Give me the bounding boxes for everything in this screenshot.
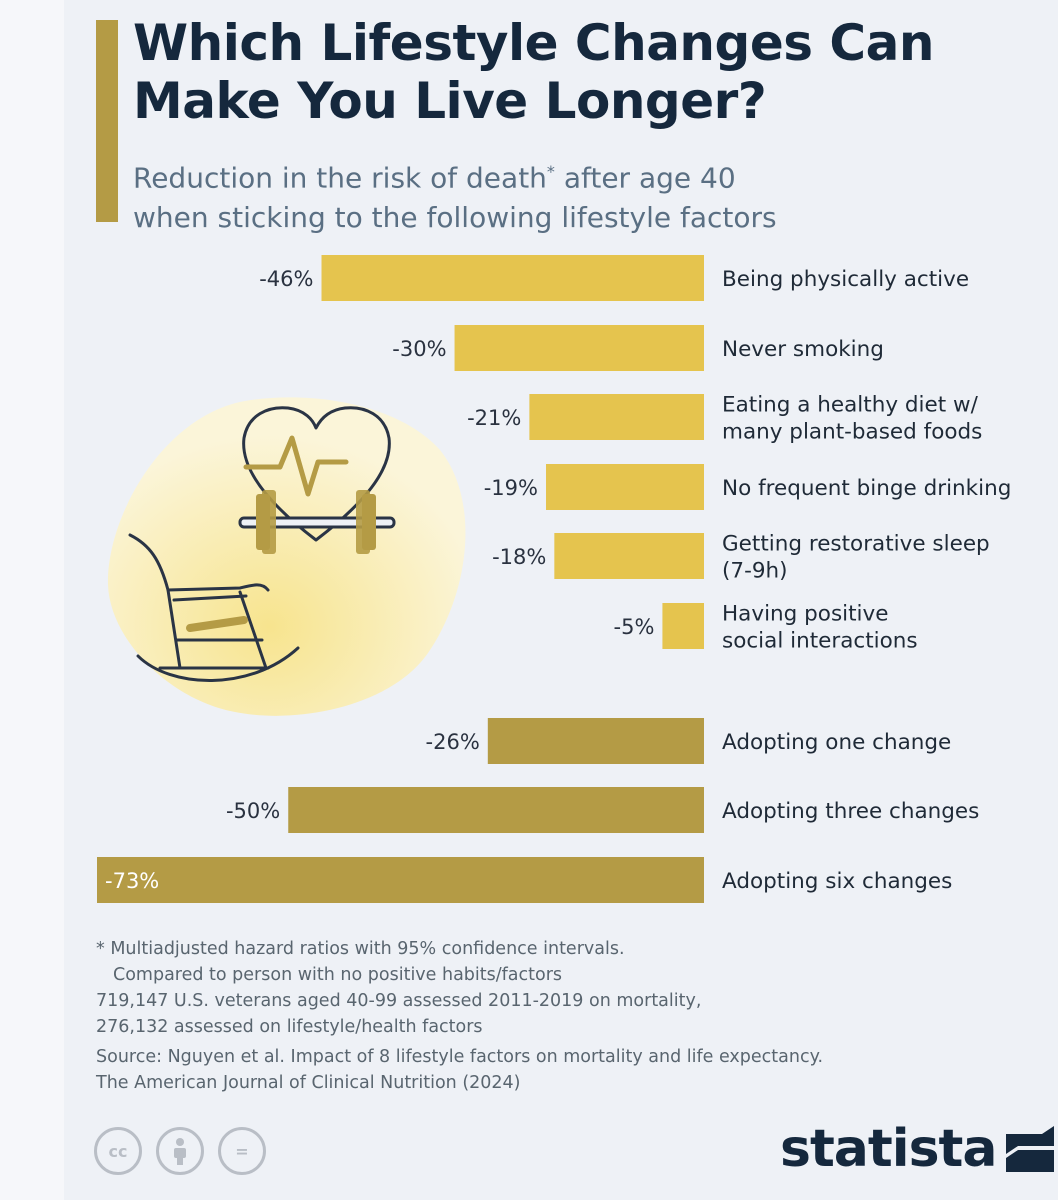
category-label: Having positive <box>722 602 888 627</box>
dumbbell-icon <box>238 490 396 554</box>
bar <box>546 464 704 510</box>
category-label: Being physically active <box>722 267 969 292</box>
subtitle-asterisk: * <box>546 162 555 181</box>
category-label: many plant-based foods <box>722 420 982 445</box>
chart-subtitle: Reduction in the risk of death* after ag… <box>133 152 993 238</box>
statista-logo-mark-icon <box>1006 1126 1055 1172</box>
bar-value-label: -50% <box>226 799 280 823</box>
longevity-illustration <box>107 397 466 716</box>
bar-value-label: -73% <box>105 869 159 893</box>
footnote-line-3: 719,147 U.S. veterans aged 40-99 assesse… <box>96 991 702 1011</box>
category-label: Never smoking <box>722 337 884 362</box>
footnote-line-2: Compared to person with no positive habi… <box>113 965 563 985</box>
bar <box>454 325 704 371</box>
category-label: (7-9h) <box>722 559 788 584</box>
heart-icon <box>242 406 391 542</box>
footnotes: * Multiadjusted hazard ratios with 95% c… <box>96 936 996 1096</box>
bar <box>487 718 704 764</box>
creative-commons-icon[interactable]: cc <box>94 1127 142 1175</box>
bar-chart: -46% Being physically active -30% Never smo… <box>97 255 1011 903</box>
category-label: Adopting one change <box>722 730 951 755</box>
bars-group: -46% Being physically active -30% Never smo… <box>97 255 1011 903</box>
bar-value-label: -18% <box>492 545 546 569</box>
chart-title: Which Lifestyle Changes Can Make You Liv… <box>133 14 934 130</box>
bar-value-label: -21% <box>467 406 521 430</box>
bar <box>662 603 704 649</box>
illustration-blob <box>107 397 466 716</box>
attribution-person-icon[interactable] <box>156 1127 204 1175</box>
source-line-1: Source: Nguyen et al. Impact of 8 lifest… <box>96 1047 824 1067</box>
bar-value-label: -46% <box>259 267 313 291</box>
subtitle-line-2: when sticking to the following lifestyle… <box>133 201 777 235</box>
category-label: No frequent binge drinking <box>722 476 1011 501</box>
title-accent-bar <box>96 20 118 222</box>
heartbeat-line-icon <box>243 435 349 497</box>
bar <box>288 787 704 833</box>
footnote-line-1: * Multiadjusted hazard ratios with 95% c… <box>96 939 625 959</box>
bar <box>97 857 704 903</box>
category-label: social interactions <box>722 629 918 654</box>
source-line-2: The American Journal of Clinical Nutriti… <box>96 1073 521 1093</box>
subtitle-line-1-end: after age 40 <box>554 161 736 195</box>
bar-value-label: -26% <box>426 730 480 754</box>
subtitle-line-1: Reduction in the risk of death <box>133 161 547 195</box>
no-derivatives-icon[interactable]: = <box>218 1127 266 1175</box>
bar-value-label: -30% <box>392 337 446 361</box>
category-label: Getting restorative sleep <box>722 532 990 557</box>
rocking-chair-icon <box>128 533 300 682</box>
bar-value-label: -19% <box>484 476 538 500</box>
bar-value-label: -5% <box>614 615 655 639</box>
category-label: Adopting three changes <box>722 799 979 824</box>
category-label: Adopting six changes <box>722 869 952 894</box>
bar <box>529 394 704 440</box>
bar <box>554 533 704 579</box>
statista-logo[interactable]: statista <box>780 1118 1055 1180</box>
page-margin <box>0 0 64 1200</box>
bar <box>321 255 704 301</box>
footnote-line-4: 276,132 assessed on lifestyle/health fac… <box>96 1017 483 1037</box>
category-label: Eating a healthy diet w/ <box>722 393 979 418</box>
statista-logo-text: statista <box>780 1119 997 1179</box>
license-icons: cc = <box>94 1127 266 1175</box>
